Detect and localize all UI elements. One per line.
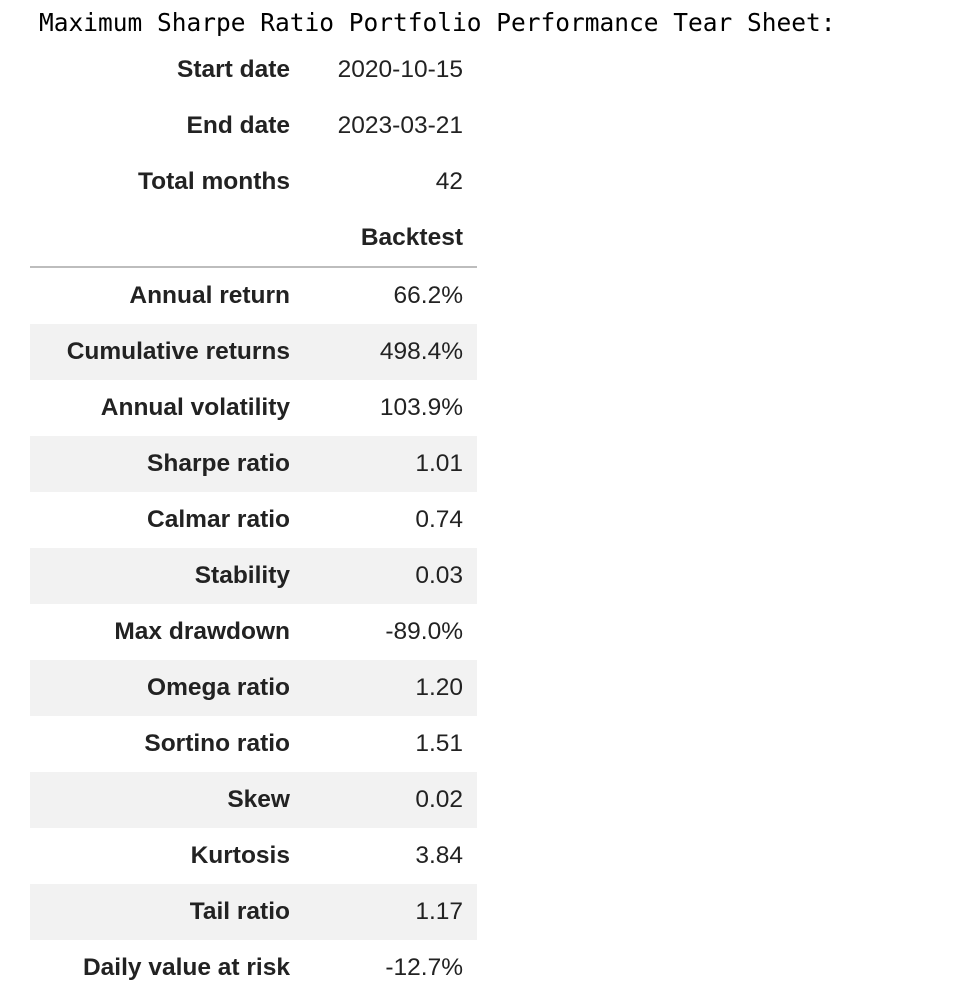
metric-label: Calmar ratio xyxy=(147,506,290,533)
metric-value: 1.51 xyxy=(415,730,463,757)
meta-value: 2023-03-21 xyxy=(337,112,463,139)
metric-label: Omega ratio xyxy=(147,674,290,701)
metric-row-calmar-ratio: Calmar ratio 0.74 xyxy=(30,492,477,548)
metric-value: -89.0% xyxy=(385,618,463,645)
meta-row-end-date: End date 2023-03-21 xyxy=(30,98,477,154)
metric-label: Skew xyxy=(227,786,290,813)
metric-label: Kurtosis xyxy=(190,842,290,869)
header-divider xyxy=(30,266,477,268)
metric-label: Tail ratio xyxy=(189,898,290,925)
meta-label: Start date xyxy=(176,56,290,83)
metric-value: 0.02 xyxy=(415,786,463,813)
metric-row-max-drawdown: Max drawdown -89.0% xyxy=(30,604,477,660)
metric-row-skew: Skew 0.02 xyxy=(30,772,477,828)
metric-row-omega-ratio: Omega ratio 1.20 xyxy=(30,660,477,716)
meta-row-start-date: Start date 2020-10-15 xyxy=(30,42,477,98)
meta-value: 2020-10-15 xyxy=(337,56,463,83)
metric-value: 1.20 xyxy=(415,674,463,701)
meta-label: End date xyxy=(186,112,290,139)
tear-sheet-title: Maximum Sharpe Ratio Portfolio Performan… xyxy=(39,8,836,37)
metric-value: 0.03 xyxy=(415,562,463,589)
metric-value: 498.4% xyxy=(379,338,463,365)
metric-row-stability: Stability 0.03 xyxy=(30,548,477,604)
metric-label: Stability xyxy=(194,562,290,589)
metric-label: Annual volatility xyxy=(100,394,290,421)
performance-table: Start date 2020-10-15 End date 2023-03-2… xyxy=(30,42,477,996)
metric-row-kurtosis: Kurtosis 3.84 xyxy=(30,828,477,884)
metric-row-daily-value-at-risk: Daily value at risk -12.7% xyxy=(30,940,477,996)
metric-value: 3.84 xyxy=(415,842,463,869)
metric-value: 0.74 xyxy=(415,506,463,533)
meta-value: 42 xyxy=(435,168,463,195)
metric-label: Sortino ratio xyxy=(144,730,290,757)
metric-row-annual-return: Annual return 66.2% xyxy=(30,268,477,324)
metric-row-annual-volatility: Annual volatility 103.9% xyxy=(30,380,477,436)
metric-label: Cumulative returns xyxy=(66,338,290,365)
column-header-row: Backtest xyxy=(30,210,477,266)
metric-label: Sharpe ratio xyxy=(147,450,290,477)
metric-value: 66.2% xyxy=(393,282,463,309)
metric-value: 1.17 xyxy=(415,898,463,925)
metric-value: -12.7% xyxy=(385,954,463,981)
column-header: Backtest xyxy=(360,224,463,251)
metric-label: Max drawdown xyxy=(114,618,290,645)
meta-label: Total months xyxy=(138,168,290,195)
metric-row-sharpe-ratio: Sharpe ratio 1.01 xyxy=(30,436,477,492)
metric-row-cumulative-returns: Cumulative returns 498.4% xyxy=(30,324,477,380)
metric-row-sortino-ratio: Sortino ratio 1.51 xyxy=(30,716,477,772)
metric-row-tail-ratio: Tail ratio 1.17 xyxy=(30,884,477,940)
metric-value: 1.01 xyxy=(415,450,463,477)
meta-row-total-months: Total months 42 xyxy=(30,154,477,210)
metric-label: Annual return xyxy=(129,282,290,309)
metric-value: 103.9% xyxy=(379,394,463,421)
metric-label: Daily value at risk xyxy=(82,954,290,981)
